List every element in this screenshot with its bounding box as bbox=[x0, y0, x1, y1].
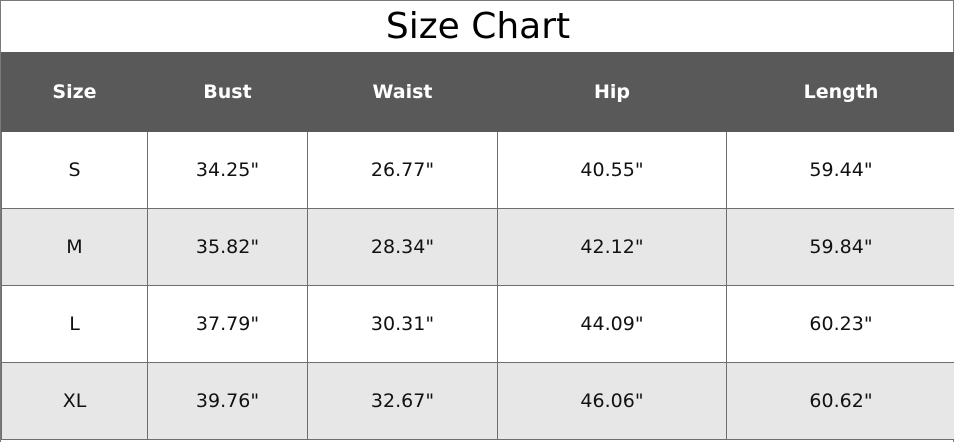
waist-cell: 32.67" bbox=[307, 362, 498, 440]
column-header-bust: Bust bbox=[147, 52, 308, 132]
waist-cell: 28.34" bbox=[307, 208, 498, 286]
length-cell: 60.23" bbox=[726, 285, 954, 363]
bust-cell: 37.79" bbox=[147, 285, 308, 363]
size-cell: S bbox=[1, 131, 148, 209]
hip-cell: 40.55" bbox=[497, 131, 727, 209]
size-cell: M bbox=[1, 208, 148, 286]
waist-cell: 26.77" bbox=[307, 131, 498, 209]
column-header-length: Length bbox=[726, 52, 954, 132]
waist-cell: 30.31" bbox=[307, 285, 498, 363]
size-cell: XL bbox=[1, 362, 148, 440]
table-row: XL 39.76" 32.67" 46.06" 60.62" bbox=[1, 362, 954, 440]
size-cell: L bbox=[1, 285, 148, 363]
column-header-size: Size bbox=[1, 52, 148, 132]
page-title: Size Chart bbox=[385, 6, 571, 47]
length-cell: 59.44" bbox=[726, 131, 954, 209]
hip-cell: 44.09" bbox=[497, 285, 727, 363]
table-row: M 35.82" 28.34" 42.12" 59.84" bbox=[1, 208, 954, 286]
bust-cell: 39.76" bbox=[147, 362, 308, 440]
size-chart-table: Size Bust Waist Hip Length S 34.25" 26.7… bbox=[1, 52, 954, 440]
length-cell: 60.62" bbox=[726, 362, 954, 440]
table-row: L 37.79" 30.31" 44.09" 60.23" bbox=[1, 285, 954, 363]
column-header-waist: Waist bbox=[307, 52, 498, 132]
table-row: S 34.25" 26.77" 40.55" 59.44" bbox=[1, 131, 954, 209]
bust-cell: 34.25" bbox=[147, 131, 308, 209]
hip-cell: 46.06" bbox=[497, 362, 727, 440]
column-header-hip: Hip bbox=[497, 52, 727, 132]
bust-cell: 35.82" bbox=[147, 208, 308, 286]
hip-cell: 42.12" bbox=[497, 208, 727, 286]
length-cell: 59.84" bbox=[726, 208, 954, 286]
table-header-row: Size Bust Waist Hip Length bbox=[1, 52, 954, 132]
